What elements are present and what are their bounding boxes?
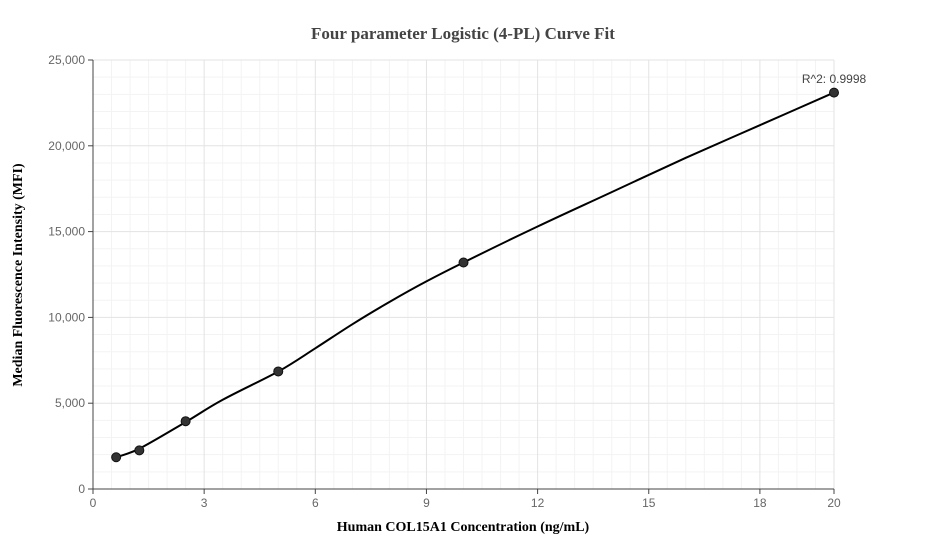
x-axis-label: Human COL15A1 Concentration (ng/mL): [337, 520, 590, 535]
y-tick-label: 15,000: [48, 225, 85, 239]
r-squared-annotation: R^2: 0.9998: [802, 72, 867, 86]
x-tick-label: 12: [531, 496, 545, 510]
fit-curve-line: [115, 91, 835, 459]
y-tick-label: 10,000: [48, 310, 85, 324]
chart-title: Four parameter Logistic (4-PL) Curve Fit: [311, 24, 615, 43]
x-tick-label: 20: [827, 496, 841, 510]
x-tick-label: 18: [753, 496, 767, 510]
data-points: [111, 87, 839, 463]
data-point: [134, 445, 145, 456]
x-tick-label: 15: [642, 496, 656, 510]
y-tick-label: 0: [78, 482, 85, 496]
y-tick-label: 20,000: [48, 139, 85, 153]
data-point: [829, 87, 839, 98]
axes: [92, 60, 834, 490]
x-tick-label: 0: [90, 496, 97, 510]
data-point: [180, 416, 191, 427]
y-tick-label: 5,000: [55, 396, 85, 410]
grid: [93, 59, 835, 489]
x-ticks: 0 3 6 9 12 15 18 20: [90, 489, 841, 510]
x-tick-label: 9: [423, 496, 430, 510]
x-tick-label: 6: [312, 496, 319, 510]
y-tick-label: 25,000: [48, 53, 85, 67]
y-axis-label: Median Fluorescence Intensity (MFI): [11, 163, 26, 387]
y-ticks: 0 5,000 10,000 15,000 20,000 25,000: [48, 53, 93, 496]
data-point: [111, 452, 122, 463]
x-tick-label: 3: [201, 496, 208, 510]
data-point: [458, 257, 469, 268]
data-point: [273, 366, 284, 377]
